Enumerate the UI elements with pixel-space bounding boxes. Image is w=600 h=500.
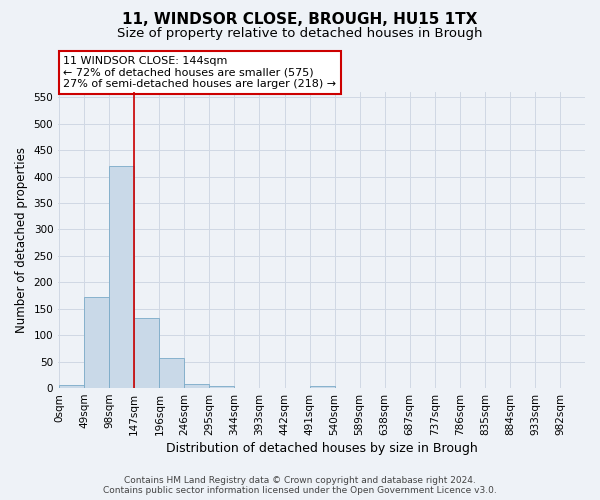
Text: Contains HM Land Registry data © Crown copyright and database right 2024.
Contai: Contains HM Land Registry data © Crown c… xyxy=(103,476,497,495)
Bar xyxy=(59,386,84,388)
Bar xyxy=(160,358,184,388)
Text: Size of property relative to detached houses in Brough: Size of property relative to detached ho… xyxy=(117,28,483,40)
Bar xyxy=(310,386,335,388)
Y-axis label: Number of detached properties: Number of detached properties xyxy=(15,147,28,333)
Bar xyxy=(109,166,134,388)
Bar xyxy=(184,384,209,388)
X-axis label: Distribution of detached houses by size in Brough: Distribution of detached houses by size … xyxy=(166,442,478,455)
Bar xyxy=(209,386,235,388)
Bar xyxy=(134,318,160,388)
Bar xyxy=(84,297,109,388)
Text: 11 WINDSOR CLOSE: 144sqm
← 72% of detached houses are smaller (575)
27% of semi-: 11 WINDSOR CLOSE: 144sqm ← 72% of detach… xyxy=(64,56,337,89)
Text: 11, WINDSOR CLOSE, BROUGH, HU15 1TX: 11, WINDSOR CLOSE, BROUGH, HU15 1TX xyxy=(122,12,478,28)
